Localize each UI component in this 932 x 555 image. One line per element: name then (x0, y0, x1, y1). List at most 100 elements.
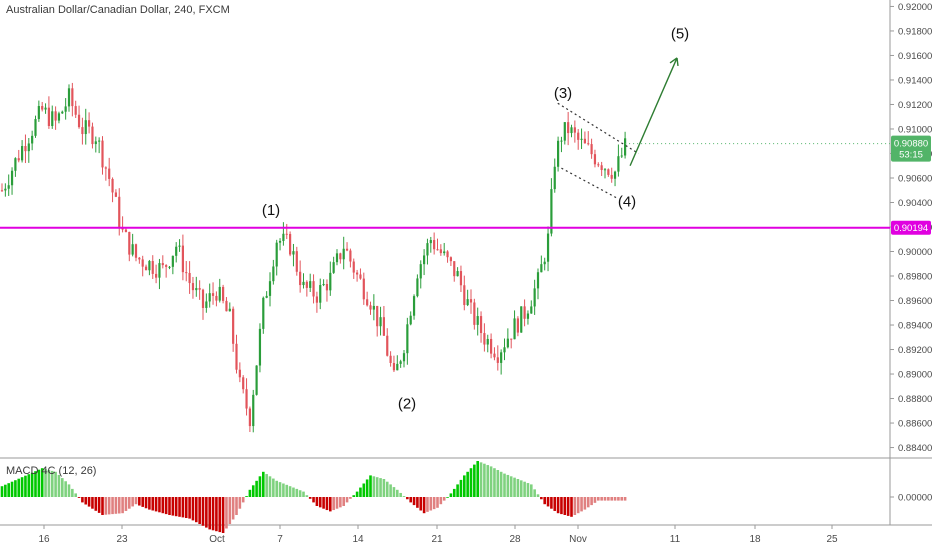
candle-down (295, 251, 298, 272)
candle-up (500, 352, 503, 363)
candle-up (536, 272, 540, 289)
chart-title: Australian Dollar/Canadian Dollar, 240, … (6, 4, 230, 16)
drawing-tools[interactable] (557, 57, 679, 200)
candle-down (523, 306, 526, 319)
macd-bar-negative (151, 497, 155, 511)
time-axis[interactable]: 16 23 Oct 7 14 21 28 Nov 11 18 25 (38, 525, 838, 545)
candle-down (339, 253, 342, 260)
candle-up (466, 299, 469, 306)
macd-bar-negative (566, 497, 570, 516)
macd-bar-positive (375, 477, 379, 497)
macd-bar-negative (442, 497, 446, 501)
macd-bar-negative (593, 497, 597, 503)
macd-bar-negative (329, 497, 332, 512)
candle-down (433, 240, 436, 250)
candle-up (543, 261, 546, 265)
candle-up (272, 266, 275, 282)
macd-bar-positive (248, 489, 252, 497)
macd-bar-negative (422, 497, 426, 514)
candle-up (603, 169, 607, 171)
price-axis[interactable]: 0.92000 0.91800 0.91600 0.91400 0.91200 0.910… (890, 2, 932, 454)
macd-bar-negative (325, 497, 329, 511)
macd-bar-negative (332, 497, 335, 511)
candle-down (510, 338, 513, 340)
macd-bar-positive (37, 469, 41, 497)
macd-bar-positive (362, 483, 366, 497)
macd-bar-positive (295, 488, 299, 497)
price-tick-label: 0.91600 (898, 51, 932, 62)
lower-trendline[interactable] (561, 167, 619, 200)
macd-bar-positive (285, 484, 289, 497)
macd-bar-negative (600, 497, 603, 501)
candle-down (151, 261, 154, 274)
candle-down (392, 362, 396, 371)
candle-up (84, 120, 87, 135)
macd-bar-positive (355, 491, 359, 497)
macd-bar-negative (121, 497, 124, 514)
candle-down (111, 178, 114, 193)
price-tick-label: 0.90000 (898, 247, 932, 258)
candle-down (185, 272, 188, 274)
macd-bar-positive (396, 489, 399, 497)
macd-bar-negative (416, 497, 419, 508)
macd-bar-negative (117, 497, 121, 514)
candle-up (530, 306, 533, 314)
macd-bar-positive (496, 470, 500, 497)
candle-down (312, 281, 315, 297)
macd-bar-negative (439, 497, 443, 505)
candle-up (302, 281, 305, 286)
candle-up (10, 170, 14, 186)
candle-up (258, 328, 262, 366)
macd-bar-positive (372, 476, 376, 497)
candles (0, 82, 627, 433)
macd-bar-negative (546, 497, 550, 507)
macd-bar-positive (389, 484, 392, 497)
macd-bar-negative (409, 497, 412, 503)
macd-bar-negative (412, 497, 416, 506)
candle-down (607, 169, 610, 175)
candle-up (21, 146, 24, 161)
candle-up (406, 324, 409, 354)
macd-bar-negative (184, 497, 188, 518)
upper-trendline[interactable] (557, 102, 639, 154)
candle-up (34, 119, 37, 136)
macd-bar-negative (318, 497, 322, 508)
candle-down (577, 132, 580, 140)
macd-bar-negative (134, 497, 138, 505)
price-tick-label: 0.89600 (898, 296, 932, 307)
macd-bar-positive (47, 470, 51, 497)
macd-bar-negative (607, 497, 610, 501)
macd-bar-positive (402, 496, 406, 497)
macd-bar-negative (623, 497, 627, 501)
candle-up (14, 158, 17, 171)
macd-bar-negative (101, 497, 104, 515)
macd-bar-negative (148, 497, 151, 510)
macd-bar-positive (24, 475, 27, 497)
macd-bar-negative (228, 497, 232, 524)
macd-bar-negative (339, 497, 342, 508)
candle-up (412, 296, 416, 316)
macd-bar-negative (610, 497, 613, 501)
macd-bar-negative (419, 497, 423, 511)
macd-bar-negative (154, 497, 158, 512)
time-tick-label: Nov (569, 534, 587, 545)
macd-bar-positive (463, 475, 466, 497)
candle-up (252, 394, 255, 427)
macd-histogram: 0.00000 (0, 461, 932, 533)
candle-down (516, 318, 519, 333)
candle-down (590, 144, 593, 155)
last-price-value: 0.90880 (894, 139, 928, 150)
candle-down (74, 106, 77, 115)
projection-arrow[interactable] (629, 57, 678, 167)
macd-bar-negative (168, 497, 171, 515)
macd-bar-negative (603, 497, 607, 501)
macd-bar-positive (27, 474, 31, 497)
macd-bar-negative (406, 497, 409, 500)
macd-bar-negative (436, 497, 439, 508)
price-tick-label: 0.89000 (898, 370, 932, 381)
level-price-value: 0.90194 (894, 223, 928, 234)
candle-up (332, 262, 335, 273)
candle-down (118, 196, 121, 227)
